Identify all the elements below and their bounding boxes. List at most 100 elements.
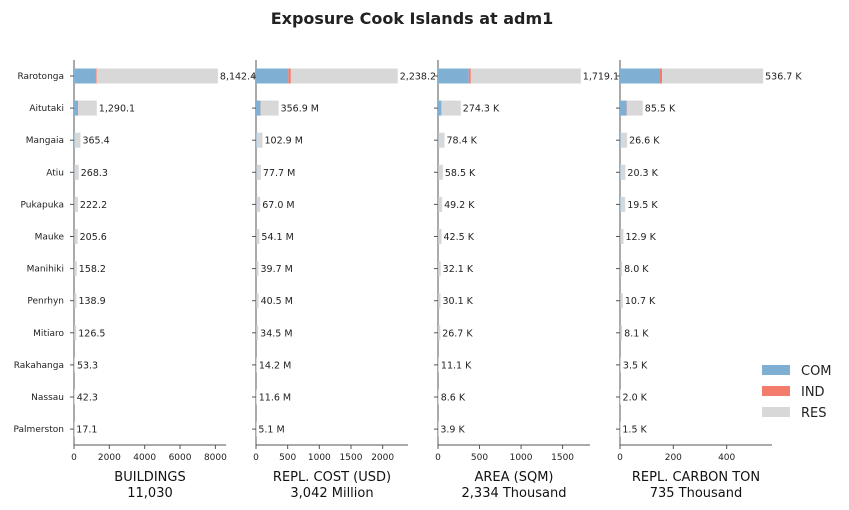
bar-res	[620, 325, 623, 341]
bar-res	[438, 132, 445, 148]
bar-total-label: 67.0 M	[262, 200, 294, 211]
bar-res	[256, 229, 260, 244]
bar-ind	[468, 68, 471, 84]
x-axis-label: BUILDINGS	[114, 470, 185, 485]
category-label: Aitutaki	[29, 104, 64, 114]
bar-total-label: 42.3	[77, 393, 98, 404]
bar-res	[620, 261, 623, 277]
bar-com	[438, 100, 442, 116]
bar-total-label: 8.6 K	[441, 393, 466, 404]
bar-ind	[660, 68, 663, 84]
bar-total-label: 11.1 K	[441, 360, 472, 371]
bar-total-label: 268.3	[81, 168, 108, 179]
bar-total-label: 126.5	[78, 328, 105, 339]
x-tick-label: 8000	[204, 453, 227, 463]
bar-res	[256, 325, 259, 341]
bar-total-label: 5.1 M	[258, 425, 284, 436]
bar-total-label: 536.7 K	[765, 72, 802, 83]
x-tick-label: 0	[435, 453, 441, 463]
bar-res	[620, 357, 621, 373]
bar-res	[620, 196, 626, 212]
bar-res	[74, 164, 79, 180]
bar-total-label: 11.6 M	[259, 393, 291, 404]
bar-com	[74, 68, 96, 84]
bar-ind	[95, 68, 97, 84]
bar-total-label: 8,142.4	[220, 72, 256, 83]
bar-com	[620, 132, 621, 148]
bar-res	[256, 164, 261, 180]
bar-total-label: 1,290.1	[99, 104, 135, 115]
bar-res	[620, 164, 626, 180]
x-tick-label: 1500	[551, 453, 574, 463]
panel-3: 0 500 1000 1500 1,719.1 274.3 K 78.4 K 58.5 K 49…	[434, 60, 619, 501]
legend-swatch-res	[762, 407, 790, 417]
x-axis-sublabel: 11,030	[127, 486, 173, 501]
bar-total-label: 8.1 K	[624, 328, 649, 339]
bar-res	[74, 389, 75, 405]
x-axis-sublabel: 735 Thousand	[650, 486, 743, 501]
bar-total-label: 26.6 K	[629, 136, 660, 147]
bar-res	[438, 389, 439, 405]
bar-ind	[288, 68, 291, 84]
x-axis-label: REPL. CARBON TON	[632, 470, 760, 485]
bar-res	[78, 100, 97, 116]
x-tick-label: 6000	[169, 453, 192, 463]
bar-res	[662, 68, 764, 84]
x-tick-label: 400	[718, 453, 735, 463]
bar-res	[626, 100, 643, 116]
bar-total-label: 1.5 K	[622, 425, 647, 436]
legend-label-ind: IND	[801, 385, 825, 400]
x-tick-label: 2000	[98, 453, 121, 463]
bar-com	[74, 132, 75, 148]
legend-label-com: COM	[801, 364, 832, 379]
bar-total-label: 58.5 K	[445, 168, 476, 179]
x-tick-label: 1500	[340, 453, 363, 463]
x-tick-label: 0	[617, 453, 623, 463]
bar-total-label: 19.5 K	[627, 200, 658, 211]
x-tick-label: 500	[471, 453, 488, 463]
bar-res	[438, 196, 443, 212]
bar-res	[74, 357, 75, 373]
bar-res	[438, 357, 439, 373]
bar-res	[441, 100, 461, 116]
category-label: Mitiaro	[33, 329, 64, 339]
bar-total-label: 274.3 K	[463, 104, 500, 115]
category-label: Palmerston	[14, 425, 64, 435]
bar-total-label: 49.2 K	[444, 200, 475, 211]
x-tick-label: 0	[71, 453, 77, 463]
category-label: Pukapuka	[20, 200, 64, 210]
bar-total-label: 54.1 M	[261, 232, 293, 243]
bar-res	[256, 132, 263, 148]
bar-com	[74, 100, 79, 116]
bar-res	[74, 229, 78, 244]
bar-res	[96, 68, 218, 84]
bar-total-label: 12.9 K	[625, 232, 656, 243]
bar-total-label: 17.1	[76, 425, 97, 436]
bar-com	[256, 132, 257, 148]
bar-total-label: 14.2 M	[259, 360, 291, 371]
bar-res	[438, 164, 443, 180]
panel-1: 0 2000 4000 6000 8000 Rarotonga 8,142.4 Aitutak…	[14, 60, 256, 501]
bar-com	[620, 100, 627, 116]
bar-total-label: 20.3 K	[627, 168, 658, 179]
x-axis-sublabel: 3,042 Million	[290, 486, 373, 501]
bar-res	[438, 261, 441, 277]
x-axis-label: REPL. COST (USD)	[273, 470, 391, 485]
bar-total-label: 10.7 K	[625, 296, 656, 307]
bar-res	[438, 325, 441, 341]
bar-total-label: 53.3	[77, 360, 98, 371]
bar-total-label: 365.4	[82, 136, 109, 147]
bar-total-label: 39.7 M	[261, 264, 293, 275]
bar-com	[256, 68, 289, 84]
chart-title: Exposure Cook Islands at adm1	[271, 9, 554, 28]
category-label: Penrhyn	[27, 297, 64, 307]
bar-total-label: 42.5 K	[444, 232, 475, 243]
category-label: Atiu	[46, 168, 64, 178]
panel-4: 0 200 400 536.7 K 85.5 K 26.6 K 20.3 K 19.5 K 12…	[616, 60, 802, 501]
category-label: Manihiki	[27, 265, 64, 275]
bar-res	[620, 229, 624, 244]
bar-com	[256, 100, 261, 116]
bar-com	[438, 68, 469, 84]
bar-res	[260, 100, 279, 116]
